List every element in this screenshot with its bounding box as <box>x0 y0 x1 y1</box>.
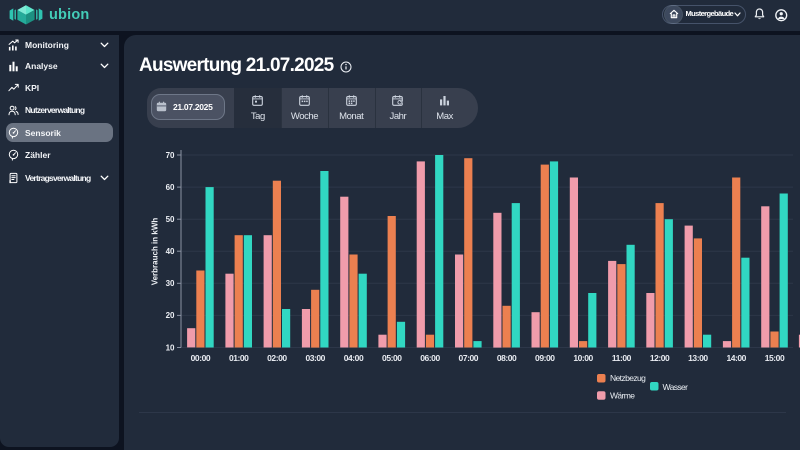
svg-text:Wasser: Wasser <box>663 382 689 392</box>
svg-text:Wärme: Wärme <box>610 390 635 400</box>
svg-text:10:00: 10:00 <box>573 353 593 363</box>
svg-text:70: 70 <box>166 151 175 160</box>
svg-text:04:00: 04:00 <box>344 353 364 363</box>
svg-text:06:00: 06:00 <box>420 353 440 363</box>
svg-text:60: 60 <box>166 183 175 192</box>
svg-text:09:00: 09:00 <box>535 353 555 363</box>
svg-text:40: 40 <box>166 247 175 256</box>
svg-text:08:00: 08:00 <box>497 353 517 363</box>
svg-text:Verbrauch in kWh: Verbrauch in kWh <box>151 218 160 286</box>
svg-text:30: 30 <box>166 279 175 288</box>
svg-text:05:00: 05:00 <box>382 353 402 363</box>
svg-text:11:00: 11:00 <box>612 353 632 363</box>
svg-text:13:00: 13:00 <box>688 353 708 363</box>
svg-text:01:00: 01:00 <box>229 353 249 363</box>
svg-text:14:00: 14:00 <box>726 353 746 363</box>
svg-text:20: 20 <box>166 311 175 320</box>
svg-text:00:00: 00:00 <box>191 353 211 363</box>
svg-text:15:00: 15:00 <box>765 353 785 363</box>
svg-text:Netzbezug: Netzbezug <box>610 373 646 383</box>
svg-text:10: 10 <box>166 343 175 352</box>
svg-text:50: 50 <box>166 215 175 224</box>
svg-text:02:00: 02:00 <box>267 353 287 363</box>
svg-text:07:00: 07:00 <box>459 353 479 363</box>
svg-text:03:00: 03:00 <box>305 353 325 363</box>
svg-text:12:00: 12:00 <box>650 353 670 363</box>
